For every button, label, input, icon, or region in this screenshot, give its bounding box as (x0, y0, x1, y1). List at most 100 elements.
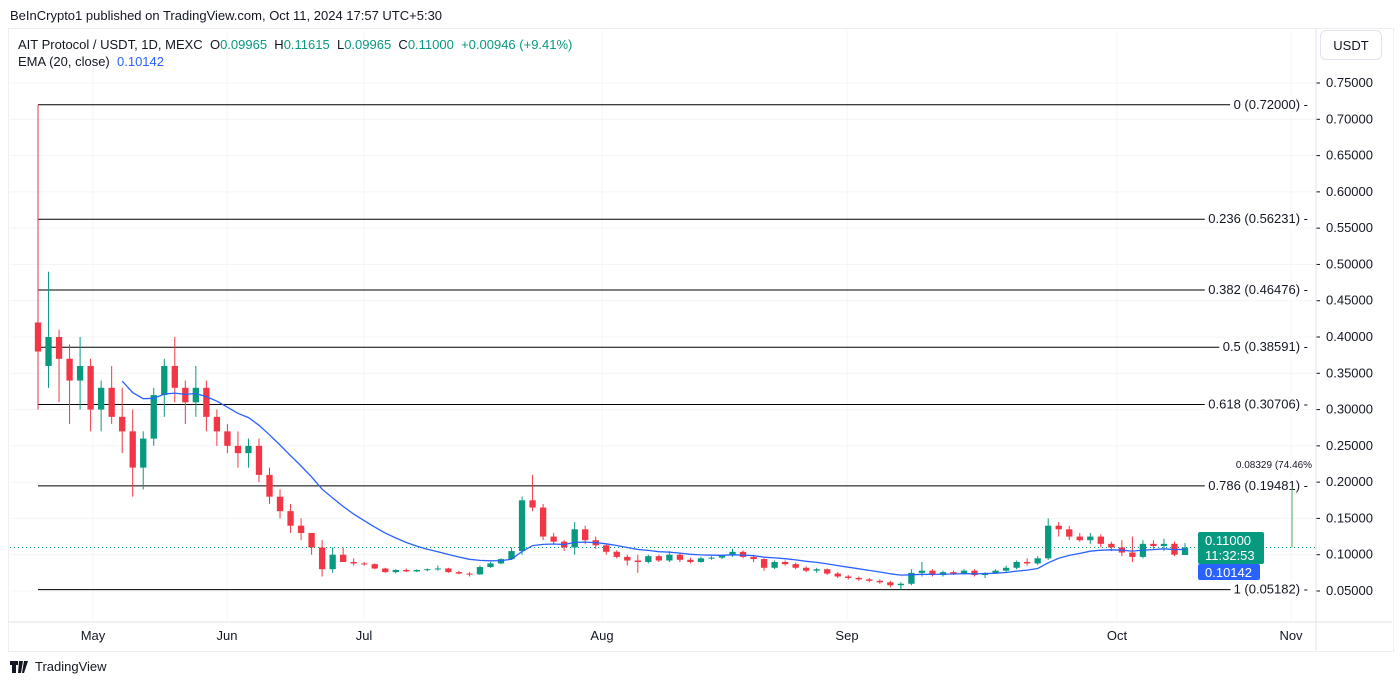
candle (866, 577, 873, 583)
candle-body (318, 547, 326, 570)
candle (476, 565, 484, 576)
candle (571, 522, 578, 555)
candle (171, 337, 178, 403)
x-tick-label: Aug (590, 628, 613, 643)
candle (119, 387, 126, 454)
candle (676, 553, 684, 562)
candle-body (771, 561, 778, 568)
candle-body (960, 570, 968, 574)
ema-row: EMA (20, close) 0.10142 (18, 53, 572, 70)
candle (1118, 540, 1126, 557)
candle-body (1002, 567, 1010, 571)
y-tick-label: 0.10000 (1326, 547, 1373, 562)
candle (140, 431, 147, 490)
currency-button[interactable]: USDT (1320, 30, 1382, 60)
last-price-tag (1198, 532, 1264, 564)
candle (97, 380, 105, 432)
candle (276, 489, 284, 519)
ema-line (121, 380, 1186, 576)
candle (487, 561, 494, 568)
candle-body (255, 445, 263, 475)
candle-body (613, 551, 620, 557)
candle-body (539, 507, 547, 537)
candle-body (1045, 525, 1052, 559)
candle (66, 344, 73, 425)
candle (466, 572, 473, 577)
candle-body (666, 554, 673, 561)
close-value: 0.11000 (407, 37, 454, 52)
candle (392, 569, 399, 574)
fib-level-label: 0.786 (0.19481) - (1208, 478, 1308, 493)
ema-price-value: 0.10142 (1205, 565, 1252, 580)
candle-body (434, 568, 442, 570)
candle-body (361, 563, 368, 565)
candle-body (87, 366, 94, 410)
candle (245, 438, 252, 468)
y-tick-label: 0.40000 (1326, 329, 1373, 344)
candle (1139, 540, 1147, 559)
candle (582, 525, 589, 544)
candle-body (518, 500, 526, 552)
ema-label[interactable]: EMA (20, close) (18, 54, 110, 69)
candle (1097, 534, 1104, 548)
candle (508, 547, 515, 560)
fib-level-label: 1 (0.05182) - (1234, 582, 1308, 597)
candle-body (697, 558, 705, 562)
candle-body (1160, 543, 1168, 547)
candle (897, 582, 905, 590)
candle-body (213, 416, 221, 432)
candle (45, 271, 52, 388)
candle-body (1013, 561, 1020, 568)
y-tick-label: 0.30000 (1326, 402, 1373, 417)
candle (255, 438, 263, 483)
ema-value: 0.10142 (117, 54, 164, 69)
candle-body (487, 563, 494, 568)
candle (1076, 532, 1083, 542)
candle-body (161, 366, 168, 396)
candle-body (1023, 561, 1031, 564)
candle-body (750, 556, 757, 560)
candle (1034, 556, 1041, 565)
candle-body (866, 579, 873, 581)
fib-level-label: 0.618 (0.30706) - (1208, 396, 1308, 411)
candle (1129, 536, 1136, 562)
tradingview-logo[interactable]: TradingView (10, 659, 107, 674)
symbol-label[interactable]: AIT Protocol / USDT, 1D, MEXC (18, 37, 203, 52)
publisher-line: BeInCrypto1 published on TradingView.com… (10, 8, 443, 23)
candle-body (571, 529, 578, 548)
close-label: C (398, 37, 408, 52)
candle (424, 568, 431, 572)
candle-body (245, 445, 252, 454)
last-price-value: 0.11000 (1205, 533, 1251, 548)
candle-body (297, 525, 305, 533)
candle-body (634, 560, 641, 562)
candle (845, 575, 852, 580)
candle-body (466, 573, 473, 575)
candle (150, 387, 157, 446)
y-tick-label: 0.25000 (1326, 438, 1373, 453)
candle (603, 543, 610, 555)
high-value: 0.11615 (283, 37, 330, 52)
candle-body (508, 551, 515, 560)
candle (1002, 565, 1010, 573)
candle-body (119, 416, 126, 432)
candle-body (266, 474, 273, 497)
candle-body (97, 387, 105, 410)
open-label: O (209, 37, 221, 52)
candle (1181, 542, 1189, 555)
candle-body (276, 496, 284, 512)
y-tick-label: 0.45000 (1326, 293, 1373, 308)
candle-body (908, 572, 915, 584)
candle-body (76, 366, 84, 381)
candle (560, 540, 568, 552)
low-label: L (336, 37, 345, 52)
candle (824, 568, 831, 576)
candle (887, 580, 894, 588)
candle-body (834, 573, 841, 577)
candle-body (624, 556, 631, 561)
y-tick-label: 0.55000 (1326, 220, 1373, 235)
candle-body (140, 438, 147, 468)
candle (266, 467, 273, 504)
x-tick-label: May (81, 628, 106, 643)
